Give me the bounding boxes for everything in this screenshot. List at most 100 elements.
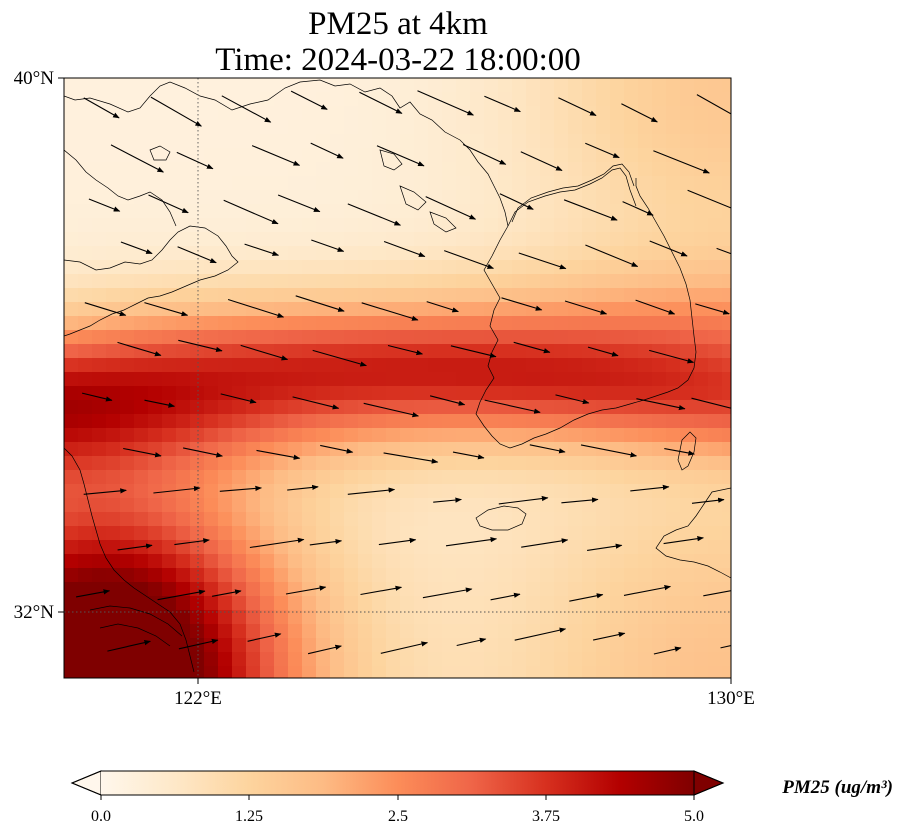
field-cell: [708, 176, 723, 191]
field-cell: [638, 596, 653, 611]
field-cell: [176, 386, 191, 401]
field-cell: [134, 652, 149, 667]
field-cell: [190, 232, 205, 247]
field-cell: [92, 554, 107, 569]
field-cell: [484, 512, 499, 527]
field-cell: [344, 470, 359, 485]
field-cell: [162, 232, 177, 247]
wind-arrow: [514, 627, 567, 641]
field-cell: [204, 120, 219, 135]
wind-arrow: [716, 247, 731, 255]
field-cell: [176, 120, 191, 135]
field-cell: [246, 386, 261, 401]
field-cell: [386, 428, 401, 443]
field-cell: [344, 540, 359, 555]
field-cell: [162, 652, 177, 667]
field-cell: [428, 246, 443, 261]
field-cell: [498, 414, 513, 429]
field-cell: [302, 470, 317, 485]
field-cell: [176, 666, 191, 678]
field-cell: [470, 484, 485, 499]
field-cell: [554, 120, 569, 135]
field-cell: [176, 260, 191, 275]
field-cell: [260, 78, 275, 93]
field-cell: [484, 302, 499, 317]
field-cell: [190, 568, 205, 583]
field-cell: [246, 470, 261, 485]
field-cell: [302, 526, 317, 541]
field-cell: [246, 78, 261, 93]
field-cell: [120, 386, 135, 401]
coastline-jiangsu: [64, 447, 195, 673]
field-cell: [414, 218, 429, 233]
field-cell: [218, 302, 233, 317]
field-cell: [218, 162, 233, 177]
field-cell: [190, 498, 205, 513]
field-cell: [428, 582, 443, 597]
field-cell: [596, 414, 611, 429]
field-cell: [260, 554, 275, 569]
field-cell: [92, 358, 107, 373]
field-cell: [288, 568, 303, 583]
field-cell: [540, 526, 555, 541]
field-cell: [414, 484, 429, 499]
field-cell: [624, 162, 639, 177]
field-cell: [246, 162, 261, 177]
wind-arrow: [587, 543, 623, 551]
field-cell: [526, 120, 541, 135]
field-cell: [330, 274, 345, 289]
field-cell: [260, 568, 275, 583]
wind-arrow: [521, 538, 569, 548]
field-cell: [582, 568, 597, 583]
field-cell: [512, 274, 527, 289]
field-cell: [666, 568, 681, 583]
field-cell: [64, 190, 79, 205]
field-cell: [176, 400, 191, 415]
lat-tick-label-32: 32°N: [14, 602, 55, 623]
field-cell: [708, 78, 723, 93]
field-cell: [722, 624, 731, 639]
field-cell: [680, 246, 695, 261]
field-cell: [554, 386, 569, 401]
field-cell: [540, 134, 555, 149]
field-cell: [148, 190, 163, 205]
field-cell: [484, 330, 499, 345]
field-cell: [610, 204, 625, 219]
field-cell: [400, 344, 415, 359]
field-cell: [582, 106, 597, 121]
field-cell: [106, 218, 121, 233]
field-cell: [610, 218, 625, 233]
field-cell: [722, 540, 731, 555]
field-cell: [246, 624, 261, 639]
field-cell: [260, 204, 275, 219]
field-cell: [288, 386, 303, 401]
field-cell: [722, 428, 731, 443]
field-cell: [204, 358, 219, 373]
field-cell: [120, 526, 135, 541]
field-cell: [708, 540, 723, 555]
field-cell: [680, 386, 695, 401]
wind-arrow: [277, 194, 321, 213]
field-cell: [498, 148, 513, 163]
field-cell: [106, 372, 121, 387]
field-cell: [624, 610, 639, 625]
field-cell: [708, 568, 723, 583]
field-cell: [428, 638, 443, 653]
field-cell: [708, 652, 723, 667]
field-cell: [498, 498, 513, 513]
field-cell: [624, 316, 639, 331]
field-cell: [610, 386, 625, 401]
field-cell: [568, 92, 583, 107]
field-cell: [386, 204, 401, 219]
field-cell: [148, 428, 163, 443]
field-cell: [512, 218, 527, 233]
field-cell: [414, 92, 429, 107]
field-cell: [512, 526, 527, 541]
field-cell: [386, 176, 401, 191]
field-cell: [428, 162, 443, 177]
field-cell: [722, 302, 731, 317]
field-cell: [288, 638, 303, 653]
field-cell: [722, 162, 731, 177]
field-cell: [330, 582, 345, 597]
field-cell: [386, 470, 401, 485]
